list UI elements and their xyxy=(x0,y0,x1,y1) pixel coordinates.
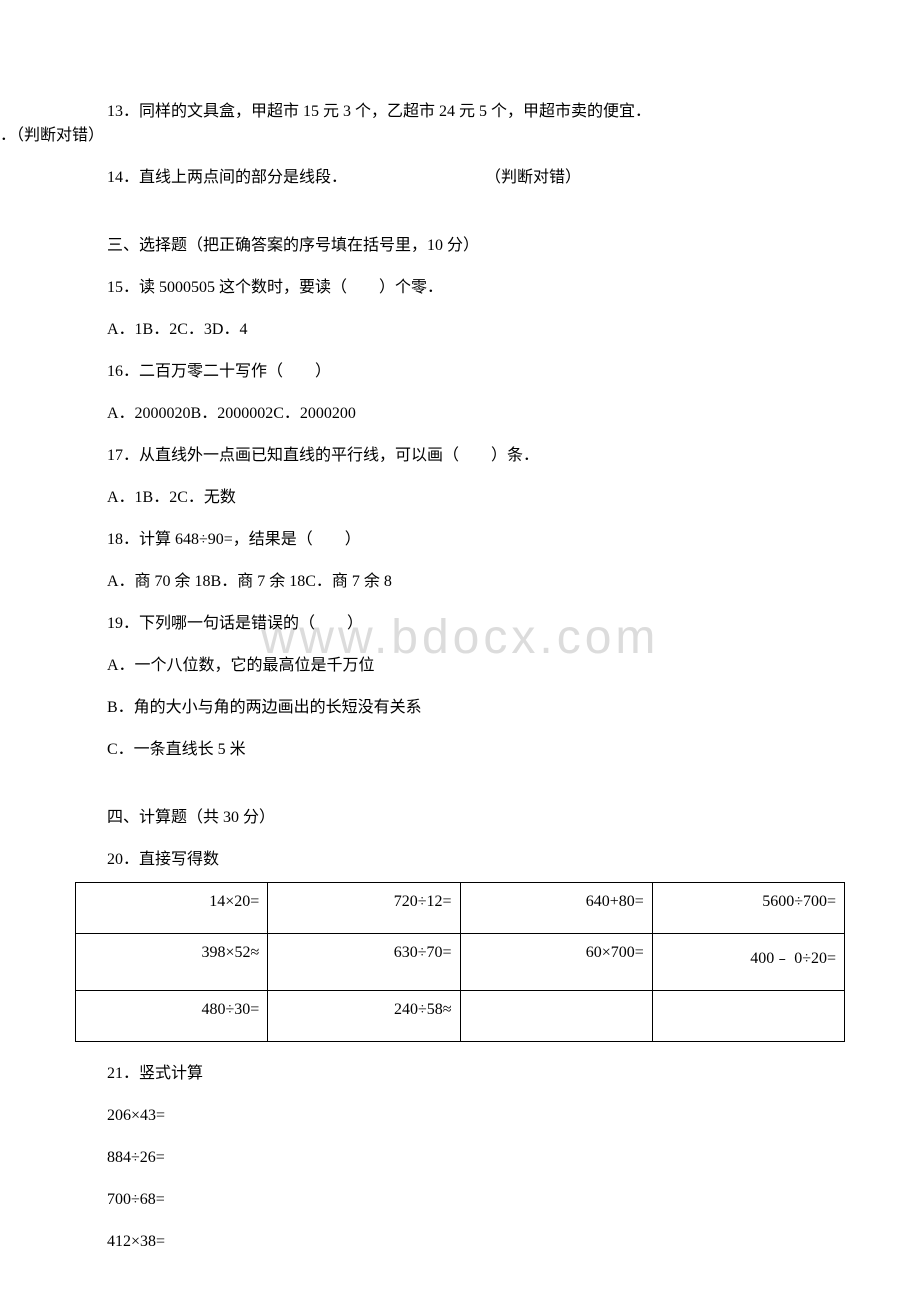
q13-suffix: ．（判断对错） xyxy=(0,124,845,148)
q21-d: 412×38= xyxy=(75,1230,845,1254)
cell: 400﹣ 0÷20= xyxy=(652,934,844,991)
cell: 720÷12= xyxy=(268,883,460,934)
page-content: 13．同样的文具盒，甲超市 15 元 3 个，乙超市 24 元 5 个，甲超市卖… xyxy=(75,100,845,1254)
q21-a: 206×43= xyxy=(75,1104,845,1128)
q14-suffix: （判断对错） xyxy=(485,169,581,186)
cell: 398×52≈ xyxy=(76,934,268,991)
section4-title: 四、计算题（共 30 分） xyxy=(75,806,845,830)
q18-opts: A．商 70 余 18B．商 7 余 18C．商 7 余 8 xyxy=(75,570,845,594)
cell: 60×700= xyxy=(460,934,652,991)
q16-opts: A．2000020B．2000002C．2000200 xyxy=(75,402,845,426)
q14: 14．直线上两点间的部分是线段． （判断对错） xyxy=(75,166,845,190)
table-row: 398×52≈ 630÷70= 60×700= 400﹣ 0÷20= xyxy=(76,934,845,991)
q15-opts: A．1B．2C．3D．4 xyxy=(75,318,845,342)
q21-c: 700÷68= xyxy=(75,1188,845,1212)
cell: 240÷58≈ xyxy=(268,991,460,1042)
q19-a: A．一个八位数，它的最高位是千万位 xyxy=(75,654,845,678)
q17: 17．从直线外一点画已知直线的平行线，可以画（ ）条． xyxy=(75,444,845,468)
cell xyxy=(460,991,652,1042)
table-row: 14×20= 720÷12= 640+80= 5600÷700= xyxy=(76,883,845,934)
q14-text: 14．直线上两点间的部分是线段． xyxy=(107,169,347,186)
cell xyxy=(652,991,844,1042)
table-row: 480÷30= 240÷58≈ xyxy=(76,991,845,1042)
q21: 21．竖式计算 xyxy=(75,1062,845,1086)
cell: 14×20= xyxy=(76,883,268,934)
q19-b: B．角的大小与角的两边画出的长短没有关系 xyxy=(75,696,845,720)
q19: 19．下列哪一句话是错误的（ ） xyxy=(75,612,845,636)
q17-opts: A．1B．2C．无数 xyxy=(75,486,845,510)
cell: 480÷30= xyxy=(76,991,268,1042)
cell: 640+80= xyxy=(460,883,652,934)
q21-b: 884÷26= xyxy=(75,1146,845,1170)
q20: 20．直接写得数 xyxy=(75,848,845,872)
q16: 16．二百万零二十写作（ ） xyxy=(75,360,845,384)
cell: 5600÷700= xyxy=(652,883,844,934)
calc-table: 14×20= 720÷12= 640+80= 5600÷700= 398×52≈… xyxy=(75,882,845,1042)
section3-title: 三、选择题（把正确答案的序号填在括号里，10 分） xyxy=(75,234,845,258)
q13-text: 13．同样的文具盒，甲超市 15 元 3 个，乙超市 24 元 5 个，甲超市卖… xyxy=(107,103,651,120)
q18: 18．计算 648÷90=，结果是（ ） xyxy=(75,528,845,552)
q13-wrap: 13．同样的文具盒，甲超市 15 元 3 个，乙超市 24 元 5 个，甲超市卖… xyxy=(75,100,845,148)
q15: 15．读 5000505 这个数时，要读（ ）个零． xyxy=(75,276,845,300)
q19-c: C．一条直线长 5 米 xyxy=(75,738,845,762)
cell: 630÷70= xyxy=(268,934,460,991)
